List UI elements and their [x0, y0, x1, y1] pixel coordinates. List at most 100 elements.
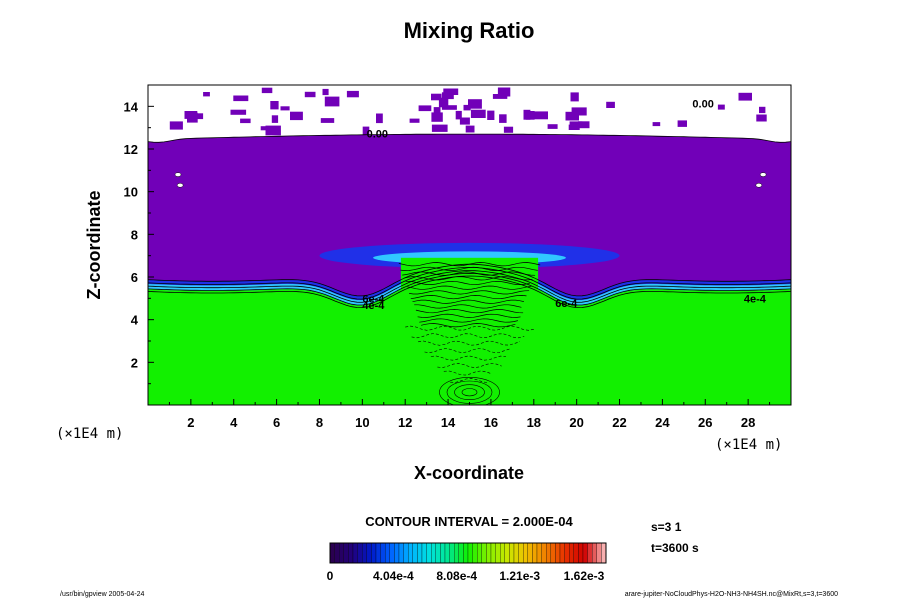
x-tick-label: 28 — [741, 415, 755, 430]
colorbar-tick-label: 0 — [327, 569, 334, 583]
contour-label: 4e-4 — [744, 294, 767, 306]
deep-contour — [411, 333, 525, 339]
x-axis-title: X-coordinate — [414, 463, 524, 483]
colorbar-cell — [398, 542, 404, 564]
white-hole — [755, 183, 763, 188]
colorbar-cell — [403, 542, 409, 564]
colorbar-cell — [348, 542, 354, 564]
colorbar-cell — [444, 542, 450, 564]
y-tick-label: 4 — [131, 313, 139, 328]
contour-line-zero — [148, 133, 791, 143]
speckle-patch — [233, 95, 249, 102]
colorbar-cell — [564, 542, 570, 564]
colorbar-cell — [440, 542, 446, 564]
white-hole — [176, 183, 184, 188]
white-hole — [759, 172, 767, 177]
speckle-patch — [418, 105, 432, 112]
colorbar-cell — [550, 542, 556, 564]
colorbar-cell — [601, 542, 607, 564]
x-tick-label: 8 — [316, 415, 323, 430]
colorbar-cell — [339, 542, 344, 564]
contour-line — [148, 272, 791, 306]
x-tick-label: 18 — [527, 415, 541, 430]
y-unit-label: (×1E4 m) — [56, 426, 123, 442]
speckle-patch — [569, 121, 583, 127]
colorbar-cell — [357, 542, 363, 564]
speckle-patch — [270, 101, 279, 110]
speckle-patch — [433, 107, 441, 117]
speckle-patch — [261, 87, 273, 94]
colorbar-cell — [362, 542, 367, 564]
y-axis-title: Z-coordinate — [84, 190, 104, 299]
y-tick-label: 6 — [131, 270, 138, 285]
plume-contour — [421, 323, 516, 328]
speckle-patch — [487, 110, 495, 120]
colorbar-cell — [417, 542, 423, 564]
colorbar-cell — [366, 542, 372, 564]
speckle-patch — [265, 125, 281, 136]
speckle-patch — [441, 105, 457, 110]
speckle-patch — [497, 87, 511, 97]
speckle-patch — [468, 99, 482, 109]
contour-line — [148, 270, 791, 303]
speckle-patch — [346, 90, 359, 98]
plume-contour — [400, 266, 538, 271]
colorbar-cell — [421, 542, 427, 564]
contour-label: 0.00 — [367, 128, 388, 140]
speckle-patch — [738, 92, 752, 101]
colorbar-cell — [435, 542, 441, 564]
speckle-patch — [322, 88, 329, 96]
speckle-patch — [431, 93, 442, 101]
colorbar-tick-label: 8.08e-4 — [436, 569, 477, 583]
colorbar-tick-label: 1.62e-3 — [564, 569, 605, 583]
speckle-patch — [547, 124, 558, 129]
speckle-patch — [565, 111, 579, 121]
colorbar-cell — [587, 542, 593, 564]
contour-label: 6e-4 — [362, 294, 385, 306]
colorbar-cell — [527, 542, 533, 564]
colorbar-cell — [343, 542, 349, 564]
x-unit-label: (×1E4 m) — [715, 437, 782, 453]
speckle-patch — [570, 92, 579, 102]
colorbar-cell — [582, 542, 588, 564]
colorbar-cell — [380, 542, 386, 564]
speckle-patch — [441, 92, 454, 100]
colorbar-cell — [509, 542, 515, 564]
colorbar-cell — [375, 542, 381, 564]
colorbar-cell — [569, 542, 574, 564]
x-tick-label: 16 — [484, 415, 498, 430]
x-tick-label: 14 — [441, 415, 456, 430]
speckle-patch — [470, 109, 486, 118]
bottom-loop — [461, 388, 478, 397]
colorbar-cell — [329, 542, 335, 564]
y-axis: 2 4 6 8 10 12 14 — [124, 99, 154, 385]
colorbar-cell — [523, 542, 528, 564]
speckle-patch — [169, 121, 183, 130]
colorbar-cell — [472, 542, 478, 564]
deep-contour — [443, 370, 493, 376]
deep-contour — [437, 363, 502, 369]
speckle-patch — [459, 117, 470, 125]
speckle-patch — [376, 113, 383, 124]
white-hole — [174, 172, 182, 177]
speckle-patch — [290, 111, 303, 121]
speckle-patch — [280, 106, 290, 111]
speckle-patch — [577, 121, 590, 129]
y-tick-label: 8 — [131, 227, 138, 242]
speckle-patch — [499, 114, 507, 123]
colorbar-cell — [592, 542, 597, 564]
speckle-patch — [187, 112, 198, 123]
plume-contour — [402, 271, 536, 276]
colorbar-cell — [513, 542, 519, 564]
colorbar-cell — [578, 542, 584, 564]
colorbar-cell — [463, 542, 469, 564]
y-tick-label: 14 — [124, 99, 139, 114]
speckle-patch — [756, 114, 767, 122]
x-tick-label: 26 — [698, 415, 712, 430]
colorbar-tick-label: 4.04e-4 — [373, 569, 414, 583]
colorbar-cell — [334, 542, 340, 564]
colorbar-ticks: 0 4.04e-4 8.08e-4 1.21e-3 1.62e-3 — [327, 569, 605, 583]
deep-contour — [450, 378, 488, 383]
speckle-patch — [304, 91, 316, 98]
plume-contour — [409, 290, 530, 295]
